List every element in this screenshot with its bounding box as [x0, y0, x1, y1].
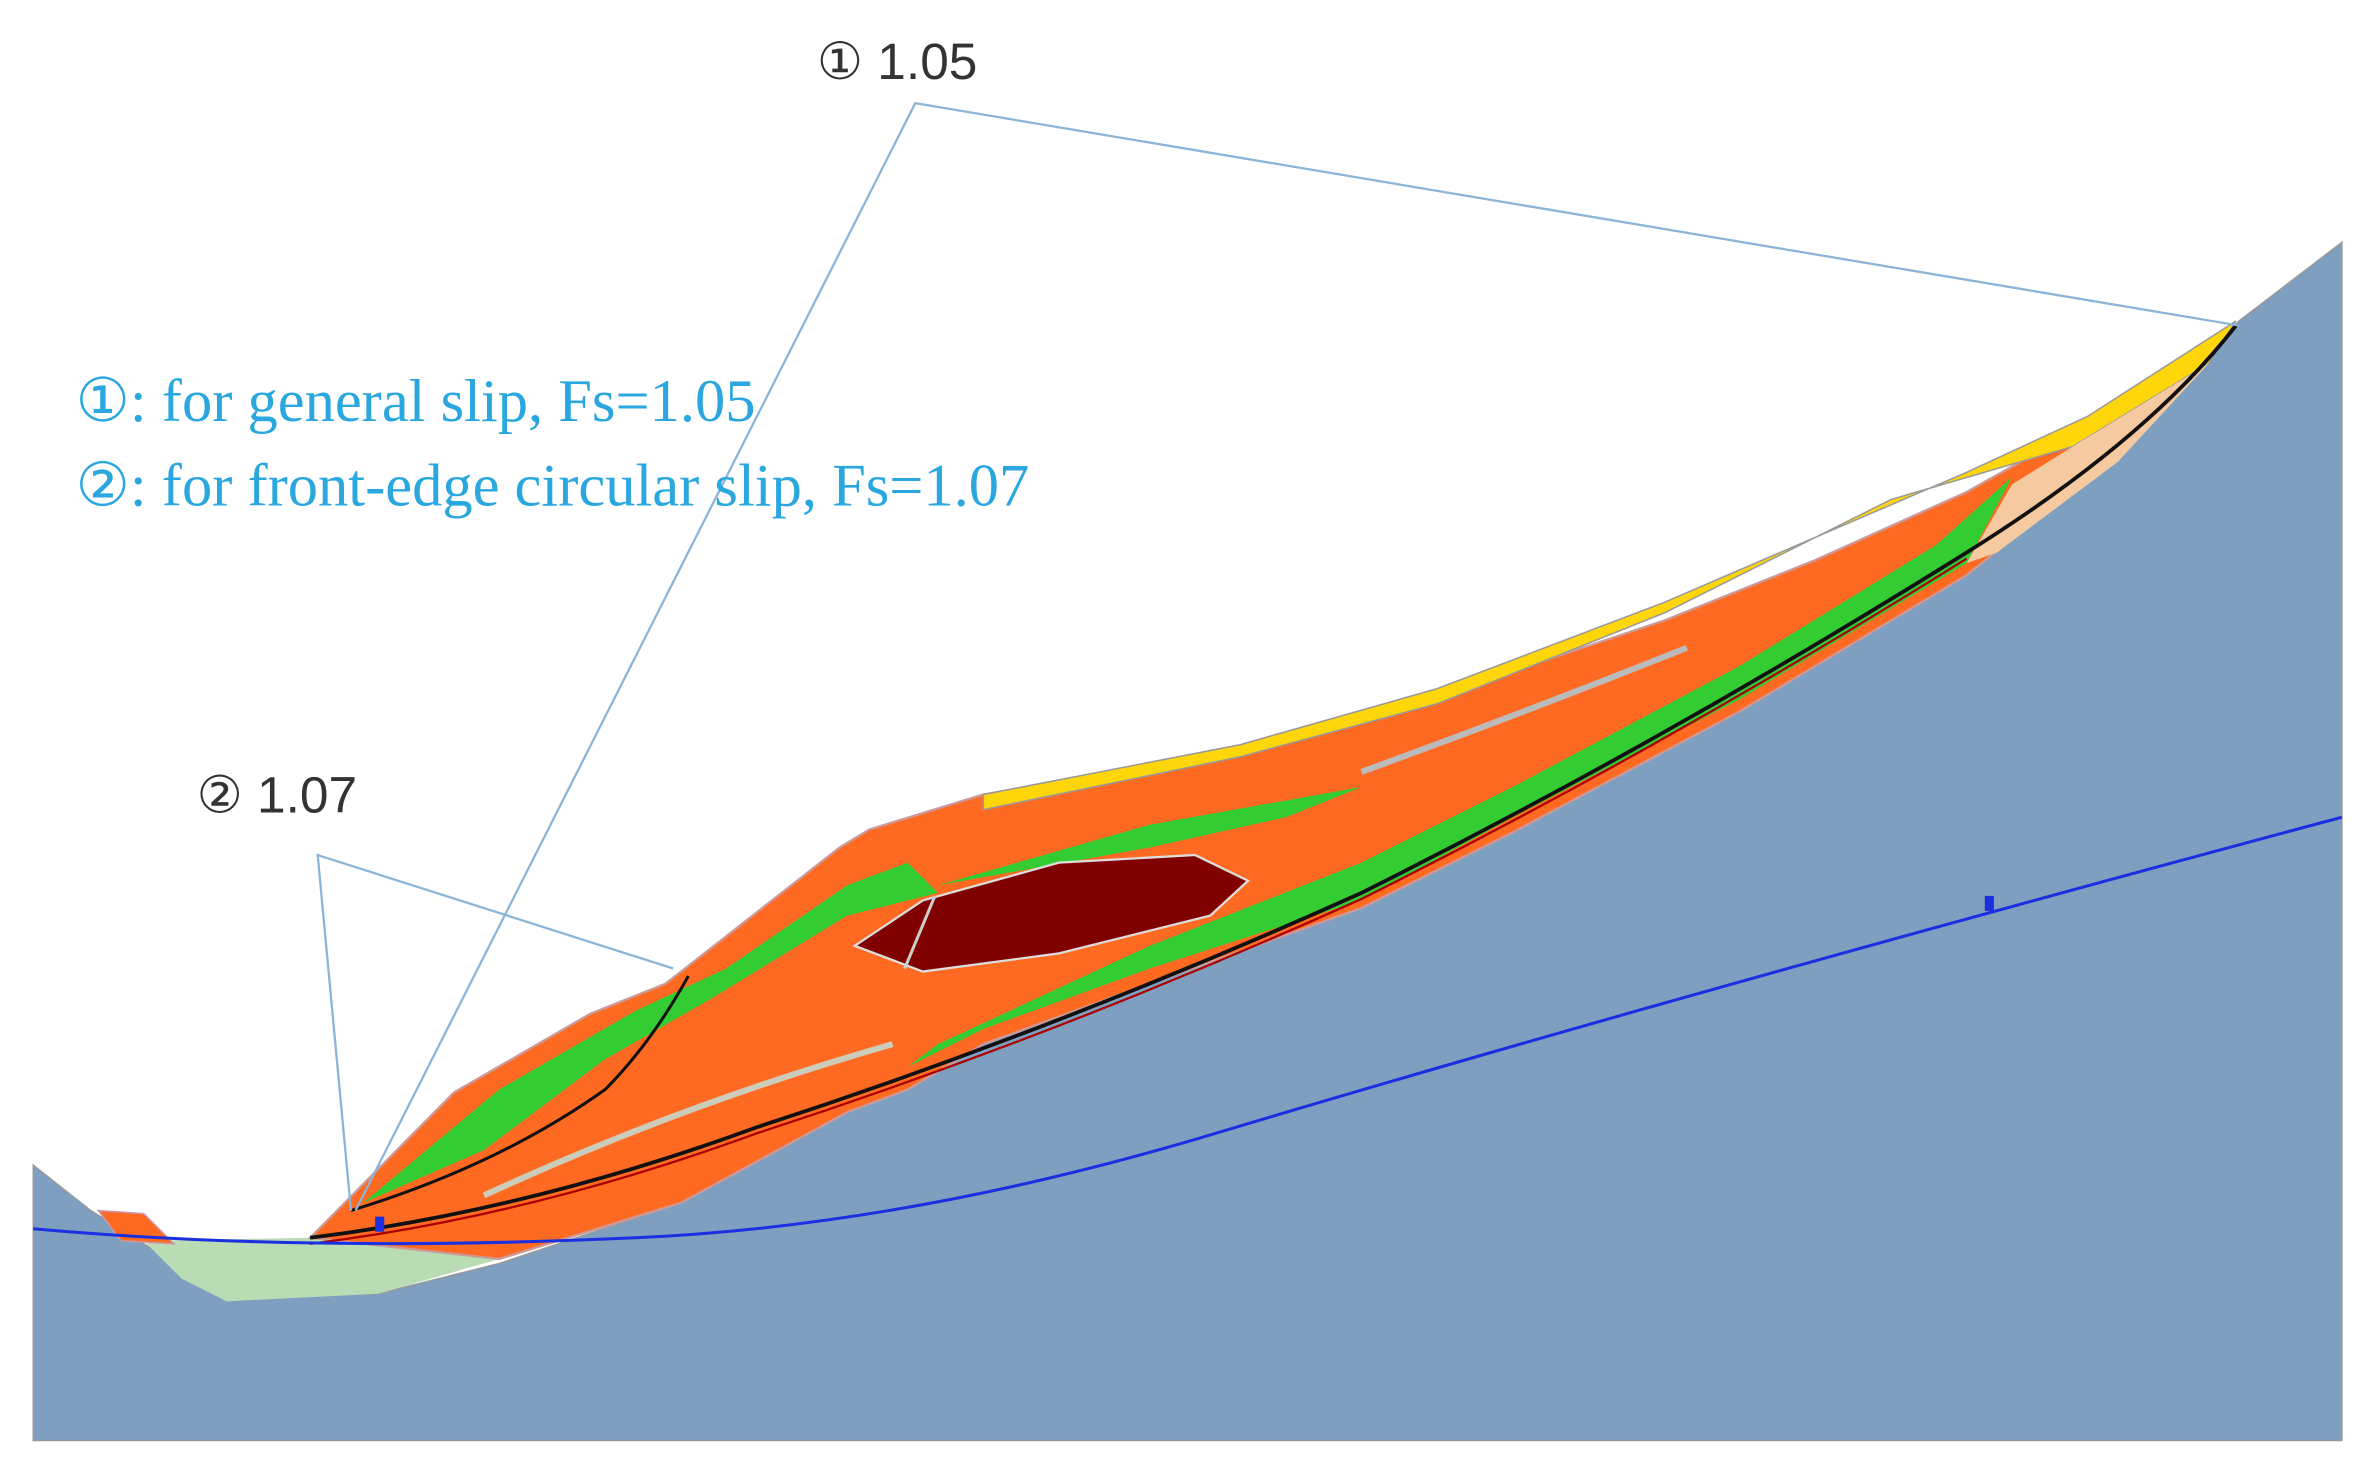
- water-table: [33, 815, 2343, 1246]
- legend-text: ①: for general slip, Fs=1.05: [76, 368, 756, 435]
- callout-label: ① 1.05: [817, 32, 977, 90]
- seam: [903, 895, 937, 970]
- green-layer: [363, 862, 938, 1203]
- weak-zone: [852, 853, 1251, 973]
- deposit: [143, 1237, 500, 1302]
- slip-surface-1-red: [309, 557, 1968, 1245]
- legend-text: ②: for front-edge circular slip, Fs=1.07: [76, 453, 1030, 520]
- slip-surface-2: [350, 975, 690, 1213]
- seam: [1360, 644, 1688, 775]
- callout-label: ② 1.07: [197, 766, 357, 824]
- green-layer: [907, 476, 2013, 1067]
- callout-line: [316, 853, 674, 1211]
- seam: [482, 1041, 894, 1199]
- callout-line: [354, 101, 2240, 1212]
- marker: [1984, 895, 1994, 912]
- slip-surface-1: [309, 324, 2238, 1240]
- marker: [375, 1216, 385, 1232]
- green-layer: [937, 786, 1362, 886]
